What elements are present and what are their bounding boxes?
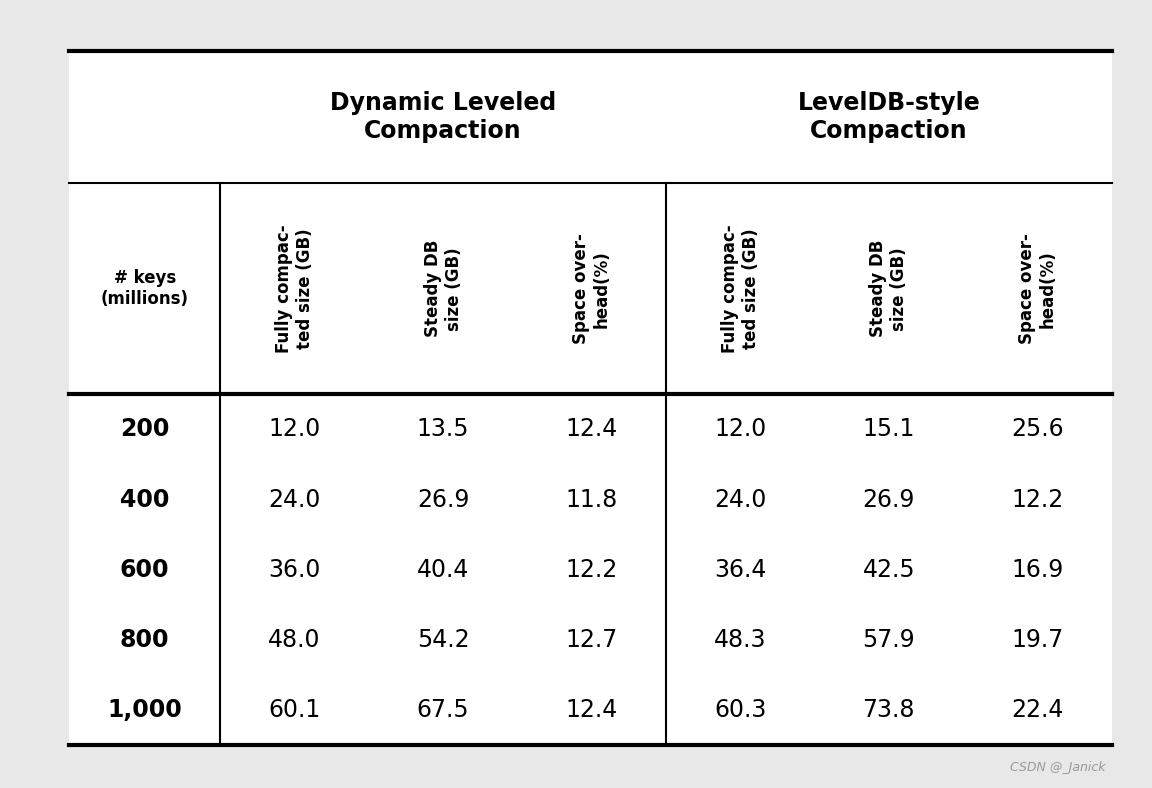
Text: 12.7: 12.7 <box>566 627 617 652</box>
Text: 36.4: 36.4 <box>714 558 766 582</box>
Text: 200: 200 <box>120 418 169 441</box>
Text: 60.1: 60.1 <box>268 697 320 722</box>
Text: 48.3: 48.3 <box>714 627 766 652</box>
Text: Dynamic Leveled
Compaction: Dynamic Leveled Compaction <box>329 91 556 143</box>
Text: 36.0: 36.0 <box>268 558 320 582</box>
Text: 16.9: 16.9 <box>1011 558 1063 582</box>
Text: CSDN @_Janick: CSDN @_Janick <box>1010 761 1106 774</box>
Text: 12.0: 12.0 <box>714 418 766 441</box>
Text: 12.4: 12.4 <box>566 418 617 441</box>
Text: LevelDB-style
Compaction: LevelDB-style Compaction <box>797 91 980 143</box>
Text: Space over-
head(%): Space over- head(%) <box>1018 233 1056 344</box>
Text: 1,000: 1,000 <box>107 697 182 722</box>
Text: Fully compac-
ted size (GB): Fully compac- ted size (GB) <box>275 225 314 353</box>
Text: 800: 800 <box>120 627 169 652</box>
Text: 67.5: 67.5 <box>417 697 470 722</box>
Text: 11.8: 11.8 <box>566 488 617 511</box>
Text: 40.4: 40.4 <box>417 558 469 582</box>
Text: 26.9: 26.9 <box>863 488 915 511</box>
Text: 22.4: 22.4 <box>1011 697 1063 722</box>
Text: 25.6: 25.6 <box>1011 418 1063 441</box>
Text: Space over-
head(%): Space over- head(%) <box>573 233 611 344</box>
Text: 12.2: 12.2 <box>1011 488 1063 511</box>
Text: 12.4: 12.4 <box>566 697 617 722</box>
Text: 60.3: 60.3 <box>714 697 766 722</box>
Text: 24.0: 24.0 <box>714 488 766 511</box>
Text: # keys
(millions): # keys (millions) <box>100 269 189 308</box>
Text: Steady DB
size (GB): Steady DB size (GB) <box>424 240 463 337</box>
Text: Steady DB
size (GB): Steady DB size (GB) <box>870 240 908 337</box>
Text: 12.2: 12.2 <box>566 558 617 582</box>
Text: 26.9: 26.9 <box>417 488 469 511</box>
Text: 48.0: 48.0 <box>268 627 320 652</box>
Text: 13.5: 13.5 <box>417 418 469 441</box>
Text: Fully compac-
ted size (GB): Fully compac- ted size (GB) <box>721 225 759 353</box>
Text: 42.5: 42.5 <box>863 558 915 582</box>
Text: 19.7: 19.7 <box>1011 627 1063 652</box>
Text: 15.1: 15.1 <box>863 418 915 441</box>
Text: 57.9: 57.9 <box>863 627 915 652</box>
Text: 600: 600 <box>120 558 169 582</box>
Text: 73.8: 73.8 <box>863 697 915 722</box>
Text: 12.0: 12.0 <box>268 418 320 441</box>
Text: 400: 400 <box>120 488 169 511</box>
Text: 24.0: 24.0 <box>268 488 320 511</box>
Text: 54.2: 54.2 <box>417 627 470 652</box>
